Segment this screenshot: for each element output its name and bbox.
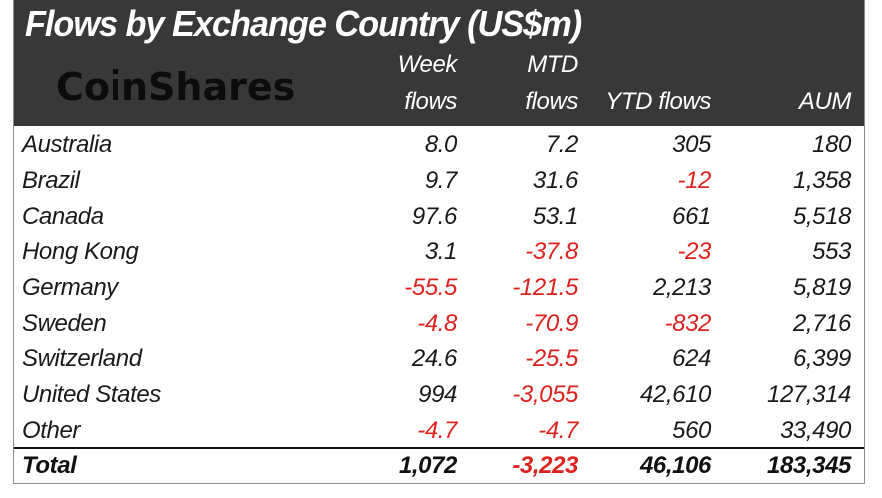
table-title: Flows by Exchange Country (US$m) bbox=[25, 2, 582, 44]
table-row: Switzerland 24.6 -25.5 624 6,399 bbox=[14, 340, 864, 376]
ytd-flows-cell: 560 bbox=[672, 416, 711, 444]
ytd-flows-cell: 42,610 bbox=[639, 380, 711, 408]
aum-cell: 5,518 bbox=[792, 202, 851, 230]
mtd-flows-cell: -25.5 bbox=[525, 345, 578, 373]
aum-cell: 1,358 bbox=[792, 166, 851, 194]
week-flows-cell: -4.8 bbox=[417, 309, 457, 337]
country-cell: Germany bbox=[22, 273, 118, 301]
aum-cell: 180 bbox=[812, 131, 851, 159]
week-flows-cell: 3.1 bbox=[424, 238, 458, 266]
country-cell: Other bbox=[22, 416, 81, 444]
total-week-flows: 1,072 bbox=[398, 452, 457, 480]
table-row: Sweden -4.8 -70.9 -832 2,716 bbox=[14, 304, 864, 340]
aum-cell: 33,490 bbox=[779, 416, 851, 444]
ytd-flows-cell: 2,213 bbox=[652, 273, 711, 301]
table-row: United States 994 -3,055 42,610 127,314 bbox=[14, 376, 864, 412]
total-ytd-flows: 46,106 bbox=[639, 452, 711, 480]
column-header-week-flows: Week flows bbox=[397, 51, 458, 115]
column-headers: Week flows MTD flows YTD flows AUM bbox=[14, 47, 864, 126]
mtd-flows-cell: 31.6 bbox=[532, 166, 579, 194]
logo-i-mark bbox=[110, 67, 121, 107]
table-row: Brazil 9.7 31.6 -12 1,358 bbox=[14, 162, 864, 198]
country-cell: United States bbox=[22, 380, 161, 408]
table-row: Germany -55.5 -121.5 2,213 5,819 bbox=[14, 269, 864, 305]
country-cell: Canada bbox=[22, 202, 104, 230]
aum-cell: 2,716 bbox=[792, 309, 851, 337]
country-cell: Hong Kong bbox=[22, 238, 139, 266]
column-header-ytd-flows: YTD flows bbox=[605, 87, 711, 115]
aum-cell: 127,314 bbox=[767, 380, 851, 408]
week-flows-cell: 994 bbox=[418, 380, 457, 408]
mtd-flows-cell: -37.8 bbox=[525, 238, 578, 266]
mtd-flows-cell: -4.7 bbox=[538, 416, 578, 444]
week-flows-cell: -4.7 bbox=[417, 416, 457, 444]
total-mtd-flows: -3,223 bbox=[512, 452, 578, 480]
country-cell: Sweden bbox=[22, 309, 107, 337]
table-header: Flows by Exchange Country (US$m) Co nShar… bbox=[14, 0, 864, 126]
total-label: Total bbox=[22, 452, 77, 480]
table-row: Other -4.7 -4.7 560 33,490 bbox=[14, 411, 864, 447]
ytd-flows-cell: -832 bbox=[664, 309, 712, 337]
logo-i-dot bbox=[112, 68, 118, 75]
mtd-flows-cell: 7.2 bbox=[545, 131, 579, 159]
mtd-flows-cell: -70.9 bbox=[525, 309, 578, 337]
column-header-aum: AUM bbox=[798, 87, 852, 115]
country-cell: Switzerland bbox=[22, 345, 142, 373]
week-flows-cell: 24.6 bbox=[411, 345, 458, 373]
mtd-flows-cell: 53.1 bbox=[532, 202, 579, 230]
week-flows-cell: -55.5 bbox=[404, 273, 457, 301]
table-row: Australia 8.0 7.2 305 180 bbox=[14, 126, 864, 162]
logo-i-stem bbox=[112, 79, 118, 101]
week-flows-cell: 97.6 bbox=[411, 202, 458, 230]
table-body: Australia 8.0 7.2 305 180 Brazil 9.7 31.… bbox=[14, 126, 864, 447]
column-header-country bbox=[14, 120, 350, 126]
column-header-mtd-flows: MTD flows bbox=[525, 51, 578, 115]
country-cell: Brazil bbox=[22, 166, 80, 194]
logo-text-right: nShares bbox=[121, 65, 296, 109]
total-aum: 183,345 bbox=[767, 452, 851, 480]
ytd-flows-cell: -12 bbox=[677, 166, 712, 194]
mtd-flows-cell: -121.5 bbox=[512, 273, 578, 301]
flows-table: Flows by Exchange Country (US$m) Co nShar… bbox=[13, 0, 865, 484]
ytd-flows-cell: 624 bbox=[672, 345, 711, 373]
week-flows-cell: 9.7 bbox=[424, 166, 458, 194]
aum-cell: 6,399 bbox=[792, 345, 851, 373]
mtd-flows-cell: -3,055 bbox=[512, 380, 578, 408]
ytd-flows-cell: 661 bbox=[672, 202, 711, 230]
aum-cell: 5,819 bbox=[792, 273, 851, 301]
ytd-flows-cell: -23 bbox=[677, 238, 712, 266]
country-cell: Australia bbox=[22, 131, 112, 159]
coinshares-logo: Co nShares bbox=[56, 67, 295, 107]
week-flows-cell: 8.0 bbox=[424, 131, 458, 159]
logo-text-left: Co bbox=[56, 65, 110, 109]
total-row: Total 1,072 -3,223 46,106 183,345 bbox=[14, 446, 864, 484]
ytd-flows-cell: 305 bbox=[672, 131, 711, 159]
table-row: Hong Kong 3.1 -37.8 -23 553 bbox=[14, 233, 864, 269]
aum-cell: 553 bbox=[812, 238, 851, 266]
table-row: Canada 97.6 53.1 661 5,518 bbox=[14, 197, 864, 233]
